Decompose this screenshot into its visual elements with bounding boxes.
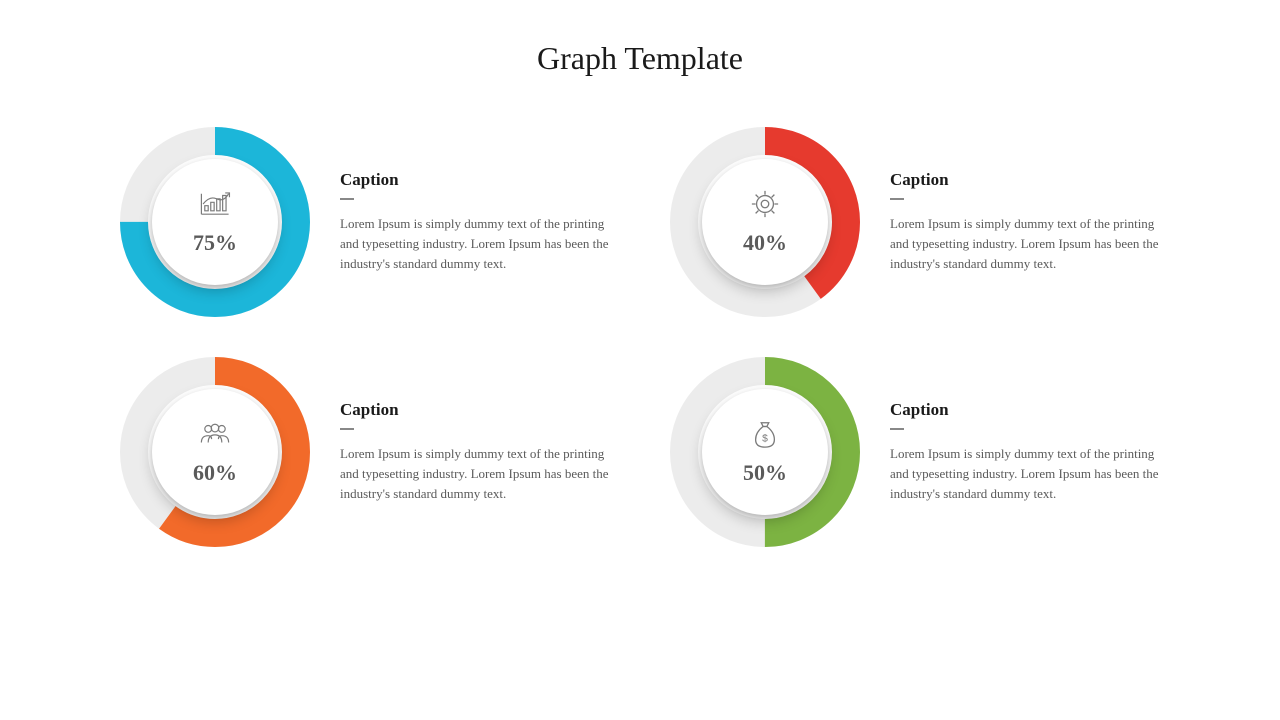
donut-percent-0: 75% bbox=[193, 230, 237, 256]
donut-center-3: $ 50% bbox=[702, 389, 828, 515]
donut-center-2: 60% bbox=[152, 389, 278, 515]
caption-block-2: Caption Lorem Ipsum is simply dummy text… bbox=[340, 400, 610, 504]
growth-chart-icon bbox=[198, 189, 232, 224]
gear-icon bbox=[748, 189, 782, 224]
caption-title-2: Caption bbox=[340, 400, 610, 420]
slide: Graph Template 75% Caption Lorem Ips bbox=[0, 0, 1280, 720]
svg-text:$: $ bbox=[762, 433, 768, 444]
donut-center-0: 75% bbox=[152, 159, 278, 285]
caption-divider bbox=[340, 428, 354, 430]
caption-divider bbox=[890, 428, 904, 430]
slide-title: Graph Template bbox=[120, 40, 1160, 77]
donut-0: 75% bbox=[120, 127, 310, 317]
caption-title-3: Caption bbox=[890, 400, 1160, 420]
donut-center-1: 40% bbox=[702, 159, 828, 285]
caption-title-1: Caption bbox=[890, 170, 1160, 190]
caption-block-1: Caption Lorem Ipsum is simply dummy text… bbox=[890, 170, 1160, 274]
caption-body-0: Lorem Ipsum is simply dummy text of the … bbox=[340, 214, 610, 274]
caption-body-3: Lorem Ipsum is simply dummy text of the … bbox=[890, 444, 1160, 504]
money-bag-icon: $ bbox=[748, 419, 782, 454]
caption-title-0: Caption bbox=[340, 170, 610, 190]
chart-grid: 75% Caption Lorem Ipsum is simply dummy … bbox=[120, 127, 1160, 547]
donut-percent-1: 40% bbox=[743, 230, 787, 256]
chart-item-3: $ 50% Caption Lorem Ipsum is simply dumm… bbox=[670, 357, 1160, 547]
chart-item-0: 75% Caption Lorem Ipsum is simply dummy … bbox=[120, 127, 610, 317]
caption-body-1: Lorem Ipsum is simply dummy text of the … bbox=[890, 214, 1160, 274]
donut-2: 60% bbox=[120, 357, 310, 547]
donut-3: $ 50% bbox=[670, 357, 860, 547]
people-icon bbox=[198, 419, 232, 454]
chart-item-1: 40% Caption Lorem Ipsum is simply dummy … bbox=[670, 127, 1160, 317]
caption-block-3: Caption Lorem Ipsum is simply dummy text… bbox=[890, 400, 1160, 504]
caption-body-2: Lorem Ipsum is simply dummy text of the … bbox=[340, 444, 610, 504]
donut-percent-3: 50% bbox=[743, 460, 787, 486]
caption-divider bbox=[340, 198, 354, 200]
donut-1: 40% bbox=[670, 127, 860, 317]
caption-divider bbox=[890, 198, 904, 200]
donut-percent-2: 60% bbox=[193, 460, 237, 486]
caption-block-0: Caption Lorem Ipsum is simply dummy text… bbox=[340, 170, 610, 274]
chart-item-2: 60% Caption Lorem Ipsum is simply dummy … bbox=[120, 357, 610, 547]
